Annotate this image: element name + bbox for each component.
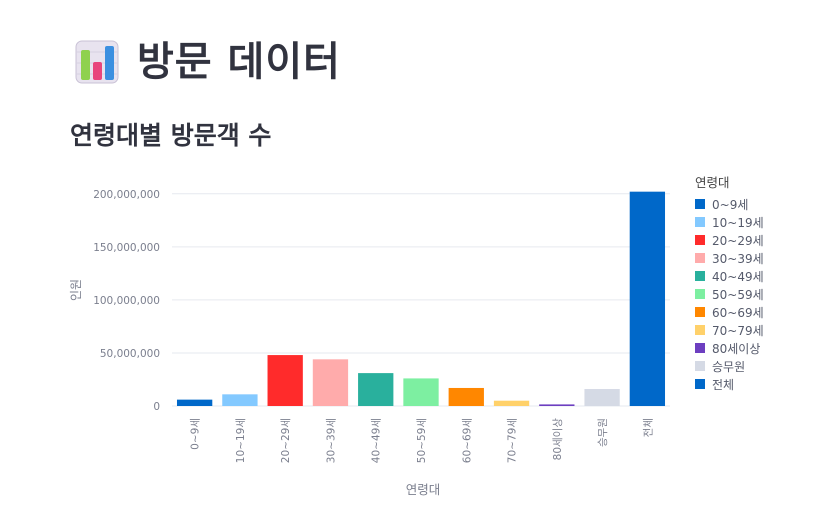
bar-50~59세[interactable] bbox=[403, 378, 439, 406]
legend-label: 30~39세 bbox=[712, 251, 764, 266]
y-tick-label: 100,000,000 bbox=[93, 295, 160, 307]
x-tick-label: 20~29세 bbox=[280, 418, 292, 463]
page-header: 방문 데이터 bbox=[75, 34, 341, 90]
legend-swatch bbox=[695, 271, 705, 281]
x-tick-label: 10~19세 bbox=[235, 418, 247, 463]
x-axis-title: 연령대 bbox=[406, 482, 441, 497]
x-tick-label: 80세이상 bbox=[552, 418, 564, 461]
legend-swatch bbox=[695, 235, 705, 245]
y-axis-title: 인원 bbox=[69, 279, 83, 301]
x-tick-label: 40~49세 bbox=[371, 418, 383, 463]
legend-swatch bbox=[695, 199, 705, 209]
legend-item[interactable]: 0~9세 bbox=[695, 195, 764, 213]
bar-10~19세[interactable] bbox=[222, 394, 258, 406]
legend-item[interactable]: 60~69세 bbox=[695, 303, 764, 321]
section-subheader: 연령대별 방문객 수 bbox=[70, 121, 272, 150]
legend-label: 40~49세 bbox=[712, 269, 764, 284]
legend-title: 연령대 bbox=[695, 175, 730, 190]
legend-label: 70~79세 bbox=[712, 323, 764, 338]
legend-swatch bbox=[695, 361, 705, 371]
bar-0~9세[interactable] bbox=[176, 399, 213, 406]
x-tick-label: 승무원 bbox=[597, 418, 609, 447]
legend-swatch bbox=[695, 217, 705, 227]
legend-swatch bbox=[695, 325, 705, 335]
legend-label: 80세이상 bbox=[712, 341, 761, 356]
legend-label: 0~9세 bbox=[712, 197, 749, 212]
legend-item[interactable]: 80세이상 bbox=[695, 339, 764, 357]
y-tick-label: 150,000,000 bbox=[93, 242, 160, 254]
bar-전체[interactable] bbox=[629, 191, 666, 406]
legend-swatch bbox=[695, 307, 705, 317]
bar-70~79세[interactable] bbox=[493, 400, 530, 406]
legend-swatch bbox=[695, 343, 705, 353]
x-tick-label: 50~59세 bbox=[416, 418, 428, 463]
x-tick-label: 70~79세 bbox=[507, 418, 519, 463]
legend-item[interactable]: 50~59세 bbox=[695, 285, 764, 303]
legend-item[interactable]: 10~19세 bbox=[695, 213, 764, 231]
legend-item[interactable]: 전체 bbox=[695, 375, 764, 393]
chart-legend[interactable]: 연령대 0~9세 10~19세 20~29세 30~39세 40~49세 50~59세 60… bbox=[695, 172, 764, 393]
page-title: 방문 데이터 bbox=[137, 39, 341, 85]
legend-item[interactable]: 70~79세 bbox=[695, 321, 764, 339]
x-tick-label: 60~69세 bbox=[461, 418, 473, 463]
legend-item[interactable]: 20~29세 bbox=[695, 231, 764, 249]
bar-80세이상[interactable] bbox=[539, 404, 575, 406]
legend-item[interactable]: 승무원 bbox=[695, 357, 764, 375]
legend-label: 10~19세 bbox=[712, 215, 764, 230]
x-tick-label: 30~39세 bbox=[325, 418, 337, 463]
bar-30~39세[interactable] bbox=[312, 359, 349, 406]
bar-20~29세[interactable] bbox=[267, 355, 303, 406]
legend-label: 전체 bbox=[712, 377, 735, 392]
legend-item[interactable]: 40~49세 bbox=[695, 267, 764, 285]
bar-40~49세[interactable] bbox=[358, 373, 394, 406]
x-tick-label: 전체 bbox=[642, 418, 654, 437]
legend-swatch bbox=[695, 253, 705, 263]
legend-swatch bbox=[695, 289, 705, 299]
legend-label: 50~59세 bbox=[712, 287, 764, 302]
legend-label: 60~69세 bbox=[712, 305, 764, 320]
legend-label: 승무원 bbox=[712, 359, 746, 374]
y-tick-label: 50,000,000 bbox=[100, 348, 160, 360]
legend-label: 20~29세 bbox=[712, 233, 764, 248]
bar-승무원[interactable] bbox=[584, 389, 620, 406]
legend-swatch bbox=[695, 379, 705, 389]
y-tick-label: 0 bbox=[153, 401, 160, 413]
x-tick-label: 0~9세 bbox=[190, 418, 202, 450]
bar-60~69세[interactable] bbox=[448, 387, 484, 406]
bar-chart-icon bbox=[75, 40, 119, 84]
y-tick-label: 200,000,000 bbox=[93, 189, 160, 201]
legend-item[interactable]: 30~39세 bbox=[695, 249, 764, 267]
